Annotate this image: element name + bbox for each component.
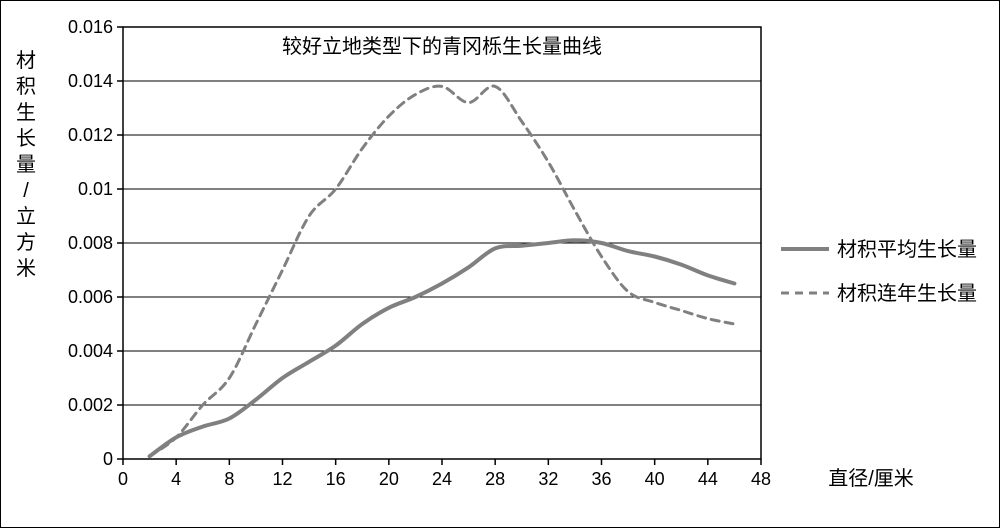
- y-axis-label-char: 米: [16, 257, 36, 280]
- y-axis-label-char: 材: [16, 49, 36, 72]
- x-tick-label: 16: [326, 469, 346, 489]
- y-axis-label-char: /: [23, 180, 29, 202]
- x-tick-label: 24: [432, 469, 452, 489]
- y-axis-label-char: 立: [16, 205, 36, 228]
- x-tick-label: 28: [485, 469, 505, 489]
- y-axis-label-char: 积: [16, 75, 36, 98]
- y-tick-label: 0.01: [78, 179, 113, 199]
- y-axis-label-char: 量: [16, 154, 36, 176]
- chart-title: 较好立地类型下的青冈栎生长量曲线: [282, 35, 602, 58]
- legend-label-avg: 材积平均生长量: [837, 238, 977, 261]
- x-tick-label: 36: [591, 469, 611, 489]
- x-tick-label: 32: [538, 469, 558, 489]
- y-tick-label: 0.004: [68, 341, 113, 361]
- y-axis-label-char: 长: [16, 127, 36, 150]
- chart-svg: 0481216202428323640444800.0020.0040.0060…: [1, 1, 1000, 529]
- y-tick-label: 0.006: [68, 287, 113, 307]
- y-tick-label: 0.012: [68, 125, 113, 145]
- x-tick-label: 40: [645, 469, 665, 489]
- x-tick-label: 0: [118, 469, 128, 489]
- legend-label-annual: 材积连年生长量: [837, 282, 977, 305]
- y-tick-label: 0: [103, 449, 113, 469]
- series-line-annual: [150, 86, 735, 456]
- series-line-avg: [150, 240, 735, 456]
- x-axis-label: 直径/厘米: [828, 467, 914, 490]
- x-tick-label: 44: [698, 469, 718, 489]
- x-tick-label: 4: [171, 469, 181, 489]
- x-tick-label: 12: [272, 469, 292, 489]
- y-axis-label-char: 方: [16, 231, 36, 254]
- x-tick-label: 20: [379, 469, 399, 489]
- chart-container: 0481216202428323640444800.0020.0040.0060…: [0, 0, 1000, 528]
- y-tick-label: 0.016: [68, 17, 113, 37]
- y-tick-label: 0.008: [68, 233, 113, 253]
- x-tick-label: 8: [224, 469, 234, 489]
- y-tick-label: 0.014: [68, 71, 113, 91]
- x-tick-label: 48: [751, 469, 771, 489]
- y-axis-label-char: 生: [16, 101, 36, 124]
- y-tick-label: 0.002: [68, 395, 113, 415]
